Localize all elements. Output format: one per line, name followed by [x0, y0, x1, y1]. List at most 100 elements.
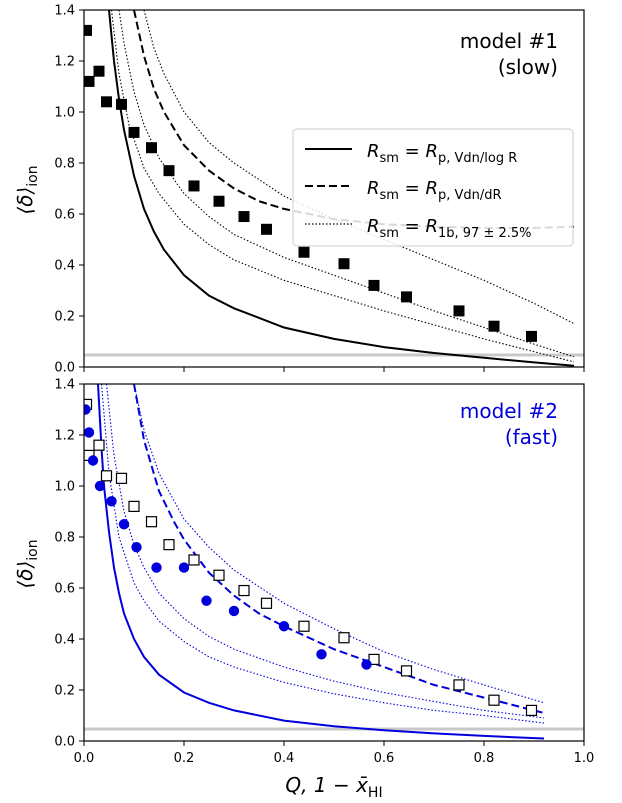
bottom-marker-open-square-5	[128, 500, 140, 512]
bottom-series-solid-0	[97, 384, 545, 740]
bottom-x-tick-label-3: 0.6	[374, 751, 395, 766]
legend-entry-solid: Rsm = Rp, Vdn/log R	[367, 141, 517, 166]
panel-top-y-label: ⟨δ⟩ion	[13, 165, 41, 214]
top-y-tick-label-2: 0.4	[54, 259, 75, 274]
bottom-marker-filled-circle-9	[201, 595, 212, 606]
bottom-marker-filled-circle-1	[84, 427, 95, 438]
bottom-x-tick-label-4: 0.8	[474, 751, 495, 766]
bottom-marker-open-square-12	[298, 620, 310, 632]
panel-top-model-name: model #1	[460, 29, 558, 53]
bottom-marker-open-square-17	[488, 694, 500, 706]
bottom-series-dotted-2	[133, 384, 545, 704]
panel-bottom-y-axis: 0.0 0.2 0.4 0.6 0.8 1.0 1.2 1.4	[54, 378, 84, 750]
panel-bottom-frame	[83, 383, 585, 742]
bottom-marker-open-square-10	[238, 584, 250, 597]
bottom-y-tick-label-1: 0.2	[54, 684, 75, 699]
bottom-y-tick-label-5: 1.0	[54, 480, 75, 495]
top-marker-filled-square-5	[128, 126, 140, 138]
legend: Rsm = Rp, Vdn/log R Rsm = Rp, Vdn/dR Rsm…	[292, 128, 574, 247]
bottom-x-tick-label-0: 0.0	[74, 751, 95, 766]
bottom-marker-open-square-7	[163, 539, 175, 551]
bottom-marker-open-square-6	[145, 516, 158, 528]
top-marker-filled-square-4	[116, 98, 127, 110]
bottom-marker-filled-circle-6	[131, 542, 142, 553]
bottom-marker-open-square-15	[400, 665, 413, 677]
top-marker-filled-square-18	[526, 330, 537, 342]
top-marker-filled-square-10	[238, 211, 250, 223]
top-marker-filled-square-8	[188, 180, 200, 192]
top-series-dotted-2	[143, 10, 575, 325]
panel-top-model-speed: (slow)	[498, 55, 558, 79]
legend-box	[292, 128, 574, 247]
bottom-marker-filled-circle-7	[151, 562, 162, 573]
panel-bottom-y-label: ⟨δ⟩ion	[13, 539, 41, 588]
panel-top-markers	[84, 24, 537, 342]
bottom-marker-filled-circle-8	[178, 562, 190, 573]
bottom-marker-filled-circle-10	[228, 605, 240, 617]
top-y-tick-label-0: 0.0	[54, 361, 75, 376]
panel-top-frame	[83, 9, 585, 368]
bottom-marker-open-square-11	[260, 597, 273, 609]
top-y-tick-label-6: 1.2	[54, 55, 75, 70]
bottom-marker-open-square-13	[338, 632, 350, 644]
panel-top-y-axis: 0.0 0.2 0.4 0.6 0.8 1.0 1.2 1.4	[54, 4, 84, 376]
panel-top-x-ticks	[83, 367, 585, 372]
top-marker-filled-square-12	[298, 246, 310, 258]
bottom-y-tick-label-7: 1.4	[54, 378, 75, 393]
bottom-marker-filled-circle-4	[106, 496, 117, 507]
top-marker-filled-square-7	[163, 165, 175, 177]
bottom-marker-open-square-2	[93, 439, 105, 451]
legend-entry-dashed: Rsm = Rp, Vdn/dR	[367, 178, 502, 203]
top-marker-filled-square-6	[146, 142, 157, 154]
top-marker-filled-square-15	[401, 291, 412, 303]
top-marker-filled-square-16	[453, 305, 465, 317]
top-y-tick-label-5: 1.0	[54, 106, 75, 121]
top-marker-filled-square-9	[213, 195, 225, 207]
panel-bottom-x-axis: 0.0 0.2 0.4 0.6 0.8 1.0	[74, 741, 594, 766]
top-series-dotted-3	[118, 10, 575, 358]
panel-bottom-markers	[84, 404, 372, 670]
top-y-tick-label-7: 1.4	[54, 4, 75, 19]
bottom-y-tick-label-3: 0.6	[54, 582, 75, 597]
bottom-marker-open-square-18	[525, 704, 538, 717]
bottom-y-tick-label-2: 0.4	[54, 633, 75, 648]
bottom-marker-filled-circle-2	[87, 455, 99, 466]
panel-bottom-open-markers	[84, 398, 538, 717]
bottom-marker-open-square-16	[453, 679, 465, 691]
top-marker-filled-square-3	[101, 96, 112, 108]
top-series-solid-0	[108, 10, 575, 367]
bottom-marker-open-square-14	[368, 653, 380, 666]
bottom-y-tick-label-0: 0.0	[54, 735, 75, 750]
panel-bottom: model #2 (fast) 0.0 0.2 0.4 0.6 0.8 1.0 1.2 1.4…	[13, 378, 594, 802]
top-y-tick-label-3: 0.6	[54, 208, 75, 223]
bottom-x-tick-label-1: 0.2	[174, 751, 195, 766]
top-marker-filled-square-17	[488, 320, 500, 332]
top-marker-filled-square-11	[261, 223, 272, 235]
bottom-y-tick-label-4: 0.8	[54, 531, 75, 546]
bottom-marker-open-square-8	[188, 554, 200, 566]
top-y-tick-label-4: 0.8	[54, 157, 75, 172]
panel-top: Rsm = Rp, Vdn/log R Rsm = Rp, Vdn/dR Rsm…	[13, 4, 585, 376]
x-axis-label: Q, 1 − x̄HI	[285, 773, 382, 801]
top-marker-filled-square-13	[338, 258, 350, 270]
bottom-marker-filled-circle-3	[94, 480, 106, 492]
bottom-series-dashed-1	[133, 384, 545, 714]
bottom-marker-filled-circle-5	[118, 519, 130, 530]
bottom-marker-open-square-3	[100, 470, 113, 482]
panel-bottom-model-speed: (fast)	[505, 425, 558, 449]
bottom-marker-filled-circle-11	[278, 621, 290, 632]
bottom-marker-filled-circle-0	[84, 404, 91, 415]
legend-entry-dotted: Rsm = R1b, 97 ± 2.5%	[367, 216, 532, 241]
bottom-marker-open-square-4	[115, 472, 128, 484]
bottom-x-tick-label-2: 0.4	[274, 751, 295, 766]
top-y-tick-label-1: 0.2	[54, 310, 75, 325]
bottom-y-tick-label-6: 1.2	[54, 429, 75, 444]
top-marker-filled-square-2	[93, 65, 105, 77]
top-marker-filled-square-0	[84, 24, 92, 36]
top-marker-filled-square-1	[84, 75, 95, 87]
bottom-marker-open-square-9	[213, 569, 225, 581]
bottom-marker-filled-circle-12	[316, 649, 327, 660]
bottom-marker-filled-circle-13	[361, 659, 372, 670]
panel-bottom-model-name: model #2	[460, 399, 558, 423]
